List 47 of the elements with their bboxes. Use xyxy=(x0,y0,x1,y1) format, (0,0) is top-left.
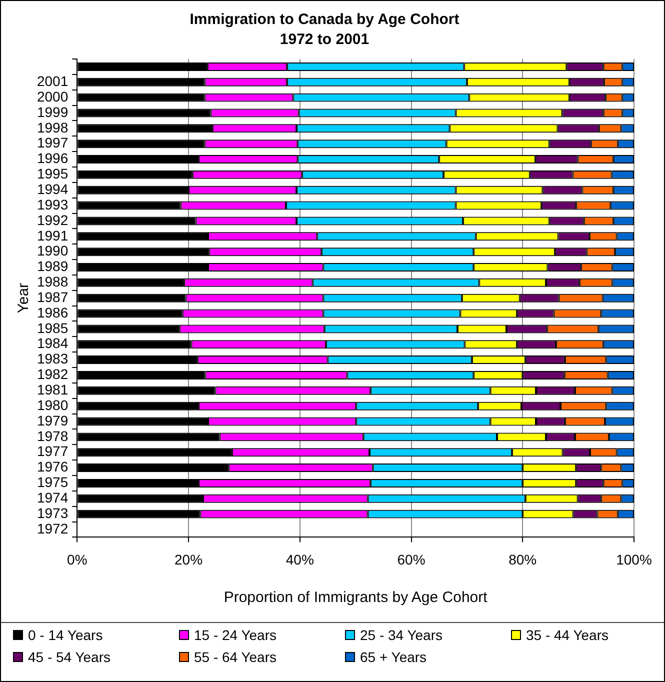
y-tick-label: 1985 xyxy=(36,320,68,336)
y-tick-label: 1972 xyxy=(36,520,68,536)
chart-subtitle: 1972 to 2001 xyxy=(280,31,370,48)
y-axis-title: Year xyxy=(15,282,32,314)
y-tick-label: 1988 xyxy=(36,274,68,290)
y-tick-label: 1977 xyxy=(36,443,68,460)
y-tick-label: 1986 xyxy=(36,304,68,320)
x-tick-label: 100% xyxy=(616,551,652,568)
x-tick-label: 0% xyxy=(67,551,88,568)
y-tick-label: 1994 xyxy=(36,180,68,197)
y-tick-label: 1983 xyxy=(36,350,68,367)
y-tick-label: 1984 xyxy=(36,335,68,352)
y-tick-label: 1978 xyxy=(36,428,68,444)
y-tick-label: 1993 xyxy=(36,196,68,212)
x-axis-title: Proportion of Immigrants by Age Cohort xyxy=(224,589,488,606)
y-tick-label: 1995 xyxy=(36,166,68,182)
y-tick-label: 1999 xyxy=(36,104,68,120)
y-tick-label: 1981 xyxy=(36,382,68,398)
legend-label: 0 - 14 Years xyxy=(28,627,103,643)
y-tick-label: 2000 xyxy=(36,88,68,104)
y-tick-label: 1973 xyxy=(36,504,68,521)
x-tick-label: 20% xyxy=(174,551,203,568)
y-tick-label: 1976 xyxy=(36,458,68,475)
y-tick-label: 1974 xyxy=(36,489,68,506)
y-tick-label: 1998 xyxy=(36,119,68,136)
x-tick-label: 80% xyxy=(508,551,537,568)
y-tick-label: 1991 xyxy=(36,227,68,244)
y-tick-label: 1992 xyxy=(36,212,68,228)
y-tick-label: 1996 xyxy=(36,150,68,166)
legend-label: 25 - 34 Years xyxy=(360,627,443,643)
x-tick-label: 60% xyxy=(397,551,426,568)
legend-label: 65 + Years xyxy=(360,649,427,665)
y-tick-label: 1980 xyxy=(36,396,68,413)
legend-label: 55 - 64 Years xyxy=(194,649,277,665)
y-tick-label: 1982 xyxy=(36,366,68,382)
y-tick-label: 1979 xyxy=(36,412,68,428)
legend-label: 35 - 44 Years xyxy=(526,627,609,643)
chart-title: Immigration to Canada by Age Cohort xyxy=(190,11,460,28)
y-tick-label: 1975 xyxy=(36,474,68,490)
y-tick-label: 1987 xyxy=(36,288,68,305)
legend-label: 15 - 24 Years xyxy=(194,627,277,643)
y-tick-label: 1997 xyxy=(36,134,68,151)
legend-label: 45 - 54 Years xyxy=(28,649,111,665)
y-tick-label: 1990 xyxy=(36,242,68,259)
y-tick-label: 2001 xyxy=(36,73,68,89)
x-tick-label: 40% xyxy=(286,551,314,568)
y-tick-label: 1989 xyxy=(36,258,68,274)
